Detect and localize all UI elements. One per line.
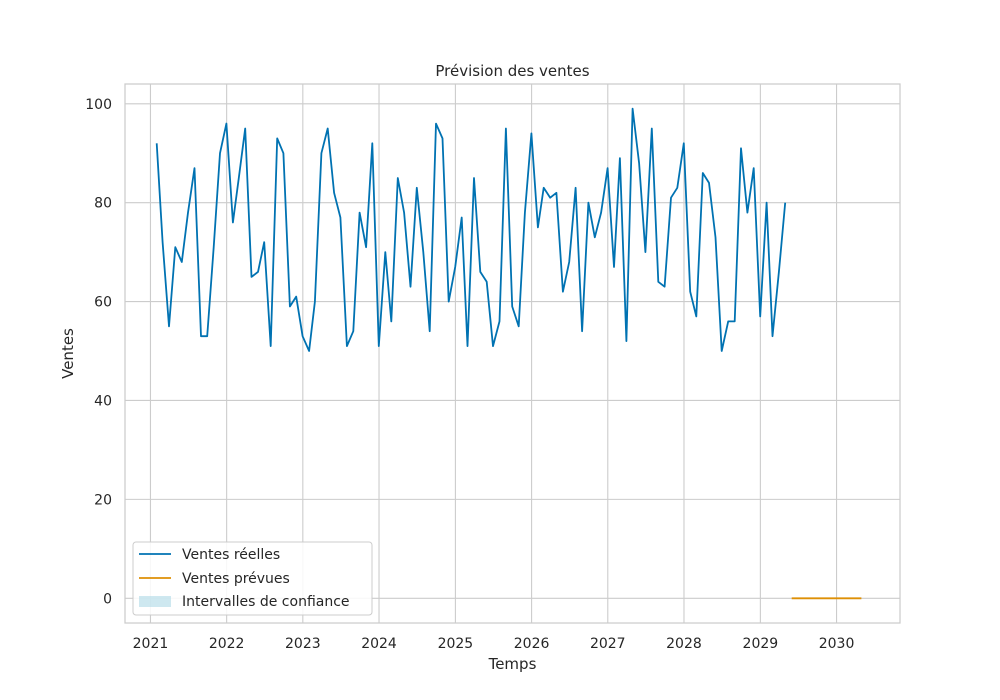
x-tick-label: 2023 (285, 636, 321, 652)
legend-label-actual: Ventes réelles (182, 547, 280, 563)
legend-label-confidence: Intervalles de confiance (182, 594, 350, 610)
y-tick-label: 0 (103, 591, 112, 607)
legend-label-forecast: Ventes prévues (182, 571, 290, 587)
x-tick-label: 2024 (361, 636, 397, 652)
x-tick-label: 2028 (666, 636, 702, 652)
legend: Ventes réelles Ventes prévues Intervalle… (132, 541, 373, 616)
legend-box (132, 541, 373, 616)
x-tick-label: 2021 (133, 636, 169, 652)
x-axis-ticks: 2021 2022 2023 2024 2025 2026 2027 2028 2029 2030 (133, 636, 855, 652)
plot-frame (124, 83, 901, 624)
y-tick-label: 60 (94, 295, 112, 311)
x-tick-label: 2026 (514, 636, 550, 652)
x-axis-label: Temps (488, 655, 537, 673)
y-tick-label: 40 (94, 393, 112, 409)
series-lines (155, 107, 862, 600)
chart-title: Prévision des ventes (435, 62, 589, 80)
x-tick-label: 2022 (209, 636, 245, 652)
legend-swatch-confidence (139, 596, 171, 607)
x-tick-label: 2030 (819, 636, 855, 652)
y-tick-label: 80 (94, 196, 112, 212)
y-tick-label: 20 (94, 492, 112, 508)
x-tick-label: 2029 (743, 636, 779, 652)
y-axis-label: Ventes (59, 328, 77, 379)
y-tick-label: 100 (85, 97, 112, 113)
actual-sales-line (155, 107, 787, 352)
x-tick-label: 2025 (438, 636, 474, 652)
x-tick-label: 2027 (590, 636, 626, 652)
y-axis-ticks: 0 20 40 60 80 100 (85, 97, 112, 607)
